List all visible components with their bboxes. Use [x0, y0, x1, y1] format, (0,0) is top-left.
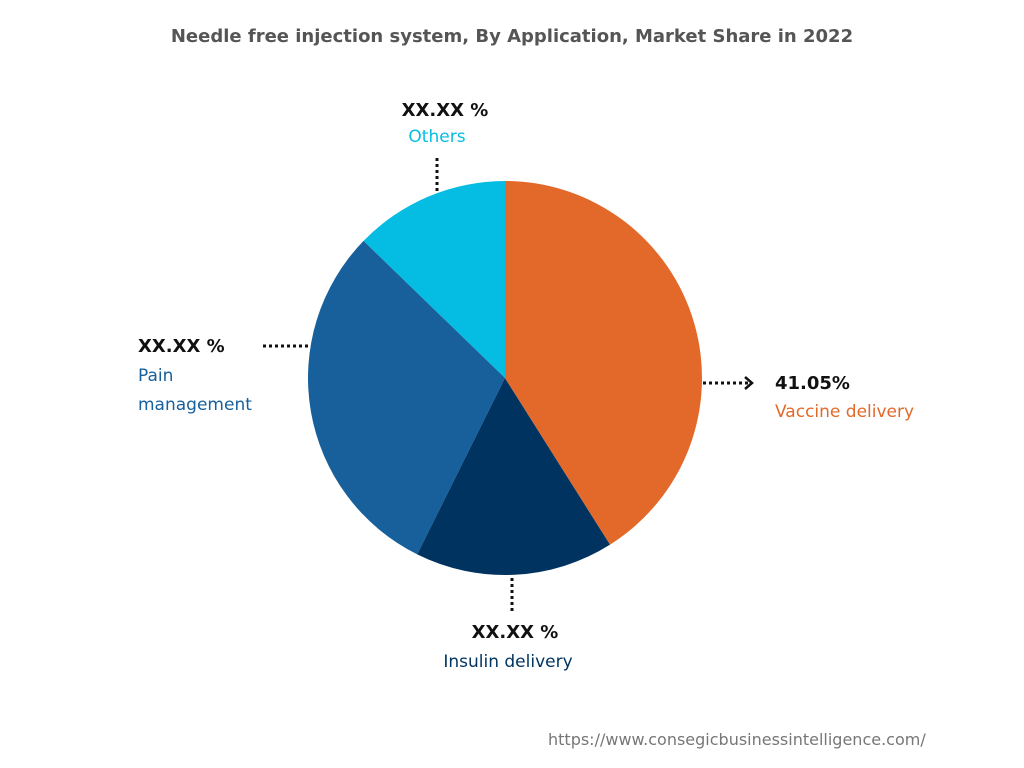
value-label: XX.XX % — [401, 100, 489, 121]
leader-arrow — [744, 376, 754, 390]
chart-title: Needle free injection system, By Applica… — [170, 26, 854, 47]
pie-slice — [505, 181, 702, 545]
leaders — [263, 158, 748, 612]
category-label: Insulin delivery — [443, 652, 573, 672]
source-url: https://www.consegicbusinessintelligence… — [548, 730, 926, 749]
pie-slice — [417, 378, 611, 575]
value-label: XX.XX % — [471, 622, 559, 643]
pie-slice — [307, 240, 505, 555]
category-label: Pain management — [138, 366, 252, 415]
value-label: 41.05% — [775, 373, 850, 394]
category-label: Vaccine delivery — [775, 402, 915, 422]
category-label: Others — [408, 127, 466, 147]
value-label: XX.XX % — [138, 336, 225, 357]
pie-slice — [363, 181, 505, 378]
